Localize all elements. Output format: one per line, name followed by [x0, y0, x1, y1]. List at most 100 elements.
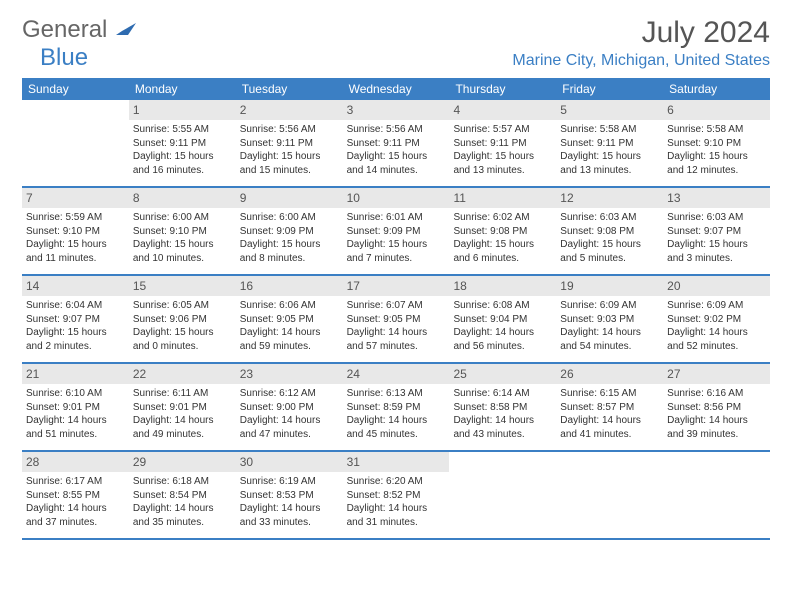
weekday-header: Friday [556, 78, 663, 100]
day-cell: 2Sunrise: 5:56 AMSunset: 9:11 PMDaylight… [236, 100, 343, 186]
sunset-line: Sunset: 9:09 PM [347, 225, 446, 239]
brand-general: General [22, 16, 107, 43]
day-number: 26 [556, 364, 663, 384]
day-number: 16 [236, 276, 343, 296]
daylight-line: Daylight: 14 hours and 43 minutes. [453, 414, 552, 441]
daylight-line: Daylight: 15 hours and 7 minutes. [347, 238, 446, 265]
daylight-line: Daylight: 15 hours and 8 minutes. [240, 238, 339, 265]
sunset-line: Sunset: 9:07 PM [26, 313, 125, 327]
daylight-line: Daylight: 14 hours and 49 minutes. [133, 414, 232, 441]
daylight-line: Daylight: 15 hours and 15 minutes. [240, 150, 339, 177]
day-cell: 27Sunrise: 6:16 AMSunset: 8:56 PMDayligh… [663, 364, 770, 450]
week-row: 1Sunrise: 5:55 AMSunset: 9:11 PMDaylight… [22, 100, 770, 188]
sunrise-line: Sunrise: 6:12 AM [240, 387, 339, 401]
daylight-line: Daylight: 15 hours and 2 minutes. [26, 326, 125, 353]
calendar: SundayMondayTuesdayWednesdayThursdayFrid… [22, 78, 770, 540]
weekday-header: Sunday [22, 78, 129, 100]
sunset-line: Sunset: 9:01 PM [26, 401, 125, 415]
day-cell: 25Sunrise: 6:14 AMSunset: 8:58 PMDayligh… [449, 364, 556, 450]
sunset-line: Sunset: 9:04 PM [453, 313, 552, 327]
header: General Blue July 2024 Marine City, Mich… [22, 16, 770, 72]
day-cell: 9Sunrise: 6:00 AMSunset: 9:09 PMDaylight… [236, 188, 343, 274]
sunrise-line: Sunrise: 6:14 AM [453, 387, 552, 401]
sunset-line: Sunset: 9:11 PM [133, 137, 232, 151]
sunset-line: Sunset: 9:05 PM [240, 313, 339, 327]
sunrise-line: Sunrise: 5:57 AM [453, 123, 552, 137]
day-cell: 20Sunrise: 6:09 AMSunset: 9:02 PMDayligh… [663, 276, 770, 362]
weekday-header: Wednesday [343, 78, 450, 100]
day-number: 3 [343, 100, 450, 120]
sunrise-line: Sunrise: 6:16 AM [667, 387, 766, 401]
daylight-line: Daylight: 14 hours and 35 minutes. [133, 502, 232, 529]
day-cell: 16 Sunrise: 6:06 AMSunset: 9:05 PMDayligh… [236, 276, 343, 362]
sunrise-line: Sunrise: 6:05 AM [133, 299, 232, 313]
day-cell: 24Sunrise: 6:13 AMSunset: 8:59 PMDayligh… [343, 364, 450, 450]
sunset-line: Sunset: 9:09 PM [240, 225, 339, 239]
day-number: 31 [343, 452, 450, 472]
day-cell: 15Sunrise: 6:05 AMSunset: 9:06 PMDayligh… [129, 276, 236, 362]
day-cell: 12Sunrise: 6:03 AMSunset: 9:08 PMDayligh… [556, 188, 663, 274]
day-cell: 4Sunrise: 5:57 AMSunset: 9:11 PMDaylight… [449, 100, 556, 186]
day-number: 19 [556, 276, 663, 296]
day-cell [449, 452, 556, 538]
sunrise-line: Sunrise: 6:06 AM [240, 299, 339, 313]
day-number: 4 [449, 100, 556, 120]
sunrise-line: Sunrise: 6:10 AM [26, 387, 125, 401]
brand-logo: General Blue [22, 16, 138, 72]
daylight-line: Daylight: 14 hours and 31 minutes. [347, 502, 446, 529]
daylight-line: Daylight: 15 hours and 13 minutes. [453, 150, 552, 177]
sunset-line: Sunset: 9:02 PM [667, 313, 766, 327]
day-number: 10 [343, 188, 450, 208]
sunrise-line: Sunrise: 6:03 AM [560, 211, 659, 225]
sunset-line: Sunset: 9:00 PM [240, 401, 339, 415]
day-cell: 13Sunrise: 6:03 AMSunset: 9:07 PMDayligh… [663, 188, 770, 274]
sunrise-line: Sunrise: 5:56 AM [240, 123, 339, 137]
day-cell [22, 100, 129, 186]
week-row: 7Sunrise: 5:59 AMSunset: 9:10 PMDaylight… [22, 188, 770, 276]
sunset-line: Sunset: 8:55 PM [26, 489, 125, 503]
sunrise-line: Sunrise: 6:15 AM [560, 387, 659, 401]
day-number: 27 [663, 364, 770, 384]
daylight-line: Daylight: 14 hours and 41 minutes. [560, 414, 659, 441]
weekday-header: Monday [129, 78, 236, 100]
sunrise-line: Sunrise: 6:08 AM [453, 299, 552, 313]
day-number: 7 [22, 188, 129, 208]
day-number: 8 [129, 188, 236, 208]
calendar-body: 1Sunrise: 5:55 AMSunset: 9:11 PMDaylight… [22, 100, 770, 540]
sunset-line: Sunset: 9:06 PM [133, 313, 232, 327]
sunrise-line: Sunrise: 5:59 AM [26, 211, 125, 225]
daylight-line: Daylight: 14 hours and 57 minutes. [347, 326, 446, 353]
day-number: 28 [22, 452, 129, 472]
daylight-line: Daylight: 15 hours and 5 minutes. [560, 238, 659, 265]
day-number: 25 [449, 364, 556, 384]
sunrise-line: Sunrise: 6:09 AM [560, 299, 659, 313]
sunrise-line: Sunrise: 6:13 AM [347, 387, 446, 401]
daylight-line: Daylight: 15 hours and 0 minutes. [133, 326, 232, 353]
daylight-line: Daylight: 15 hours and 11 minutes. [26, 238, 125, 265]
sunset-line: Sunset: 8:57 PM [560, 401, 659, 415]
day-cell: 17Sunrise: 6:07 AMSunset: 9:05 PMDayligh… [343, 276, 450, 362]
daylight-line: Daylight: 14 hours and 59 minutes. [240, 326, 339, 353]
day-number: 14 [22, 276, 129, 296]
day-number: 22 [129, 364, 236, 384]
day-number: 30 [236, 452, 343, 472]
day-number: 1 [129, 100, 236, 120]
sunset-line: Sunset: 8:59 PM [347, 401, 446, 415]
day-cell: 31Sunrise: 6:20 AMSunset: 8:52 PMDayligh… [343, 452, 450, 538]
sunset-line: Sunset: 8:54 PM [133, 489, 232, 503]
day-number: 2 [236, 100, 343, 120]
sunrise-line: Sunrise: 6:18 AM [133, 475, 232, 489]
day-number: 17 [343, 276, 450, 296]
sunset-line: Sunset: 8:53 PM [240, 489, 339, 503]
day-cell: 29Sunrise: 6:18 AMSunset: 8:54 PMDayligh… [129, 452, 236, 538]
day-cell: 11Sunrise: 6:02 AMSunset: 9:08 PMDayligh… [449, 188, 556, 274]
day-cell: 30Sunrise: 6:19 AMSunset: 8:53 PMDayligh… [236, 452, 343, 538]
daylight-line: Daylight: 14 hours and 33 minutes. [240, 502, 339, 529]
day-number: 21 [22, 364, 129, 384]
daylight-line: Daylight: 14 hours and 56 minutes. [453, 326, 552, 353]
day-cell [556, 452, 663, 538]
day-number: 23 [236, 364, 343, 384]
sunset-line: Sunset: 9:10 PM [26, 225, 125, 239]
daylight-line: Daylight: 14 hours and 45 minutes. [347, 414, 446, 441]
logo-flag-icon [116, 16, 138, 44]
